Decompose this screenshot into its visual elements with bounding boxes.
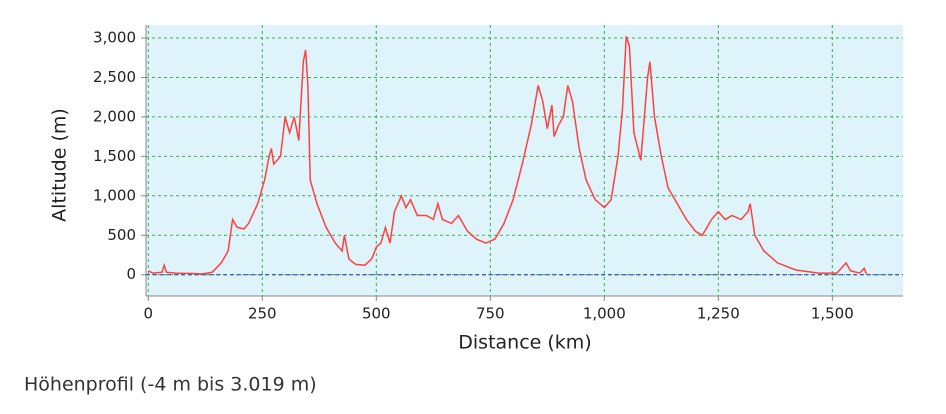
x-tick-label: 500 <box>362 305 391 323</box>
y-tick-label: 3,000 <box>93 29 136 47</box>
y-tick-label: 0 <box>126 265 136 283</box>
y-axis-label: Altitude (m) <box>49 108 71 222</box>
y-tick-label: 1,000 <box>93 186 136 204</box>
x-axis-label: Distance (km) <box>458 332 591 354</box>
y-tick-label: 500 <box>107 226 136 244</box>
y-tick-label: 2,500 <box>93 68 136 86</box>
x-tick-label: 250 <box>248 305 277 323</box>
x-tick-label: 750 <box>476 305 505 323</box>
x-tick-label: 1,250 <box>697 305 740 323</box>
elevation-line <box>147 36 868 275</box>
y-tick-label: 1,500 <box>93 147 136 165</box>
x-tick-label: 0 <box>144 305 154 323</box>
plot-area <box>146 25 903 296</box>
caption: Höhenprofil (-4 m bis 3.019 m) <box>24 374 317 396</box>
y-tick-label: 2,000 <box>93 107 136 125</box>
x-tick-label: 1,000 <box>583 305 626 323</box>
x-tick-label: 1,500 <box>811 305 854 323</box>
